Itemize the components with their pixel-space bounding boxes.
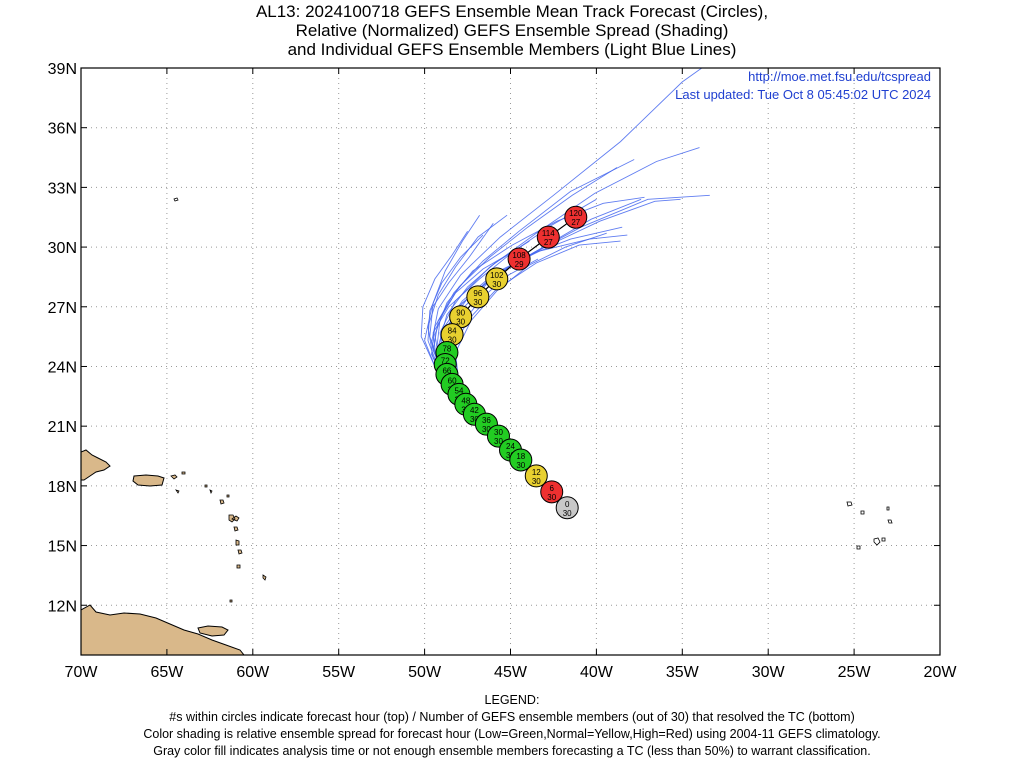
land-south-america [81,604,245,655]
forecast-hour-label: 60 [448,376,457,385]
forecast-hour-label: 90 [456,309,465,318]
forecast-hour-label: 18 [516,452,525,461]
mean-track-circle [536,225,560,249]
y-tick-label: 24N [48,359,77,376]
land-lesser-antilles [170,471,267,603]
forecast-hour-label: 84 [448,327,457,336]
x-tick-label: 50W [408,664,442,681]
member-count-label: 30 [563,509,572,518]
mean-track-circle [509,448,533,472]
mean-track-point-0: 030 [555,496,579,520]
y-tick-label: 15N [48,539,77,556]
member-count-label: 30 [473,298,482,307]
land-cape-verde-islands [846,501,893,550]
mean-track-circle [485,267,509,291]
x-tick-label: 60W [236,664,270,681]
y-tick-label: 21N [48,419,77,436]
legend-line-3: Gray color fill indicates analysis time … [153,744,871,758]
lat-lon-grid [81,68,940,655]
member-count-label: 30 [494,437,503,446]
member-count-label: 30 [516,461,525,470]
x-tick-label: 40W [580,664,614,681]
forecast-hour-label: 78 [442,345,451,354]
forecast-hour-label: 36 [482,416,491,425]
chart-title-line-1: AL13: 2024100718 GEFS Ensemble Mean Trac… [255,2,769,21]
member-count-label: 30 [448,336,457,345]
y-axis-ticks: 12N 15N 18N 21N 24N 27N 30N 33N 36N 39N [48,61,940,615]
member-count-label: 27 [571,218,580,227]
forecast-hour-label: 66 [442,366,451,375]
forecast-hour-label: 120 [569,209,583,218]
mean-track-circle [540,480,564,504]
y-tick-label: 36N [48,121,77,138]
forecast-hour-label: 0 [565,500,570,509]
member-count-label: 29 [515,260,524,269]
forecast-hour-label: 96 [473,289,482,298]
land-puerto-rico [132,474,165,487]
land-masses [81,197,893,655]
forecast-hour-label: 108 [512,251,526,260]
y-tick-label: 33N [48,180,77,197]
y-tick-label: 12N [48,598,77,615]
credit-updated: Last updated: Tue Oct 8 05:45:02 UTC 202… [675,87,931,102]
forecast-hour-label: 42 [470,406,479,415]
legend-heading: LEGEND: [484,693,540,707]
land-bermuda [173,197,179,202]
member-count-label: 27 [544,238,553,247]
x-tick-label: 25W [838,664,872,681]
x-tick-label: 55W [322,664,356,681]
mean-track-circle [466,285,490,309]
member-count-label: 30 [532,477,541,486]
x-tick-label: 65W [150,664,184,681]
forecast-hour-label: 24 [506,442,515,451]
forecast-hour-label: 54 [455,386,464,395]
x-axis-ticks: 70W 65W 60W 55W 50W 45W 40W 35W 30W 25W 20W [65,68,958,681]
forecast-hour-label: 30 [494,428,503,437]
credit-url[interactable]: http://moe.met.fsu.edu/tcspread [748,69,931,84]
mean-track-circle [564,205,588,229]
y-tick-label: 18N [48,479,77,496]
chart-title-line-3: and Individual GEFS Ensemble Members (Li… [287,40,737,59]
forecast-hour-label: 72 [441,356,450,365]
y-tick-label: 39N [48,61,77,78]
mean-track-circle [555,496,579,520]
x-tick-label: 45W [494,664,528,681]
mean-track-circle [524,464,548,488]
x-tick-label: 35W [666,664,700,681]
y-tick-label: 30N [48,240,77,257]
mean-track-circle [507,247,531,271]
legend-line-1: #s within circles indicate forecast hour… [169,710,855,724]
member-count-label: 30 [547,493,556,502]
forecast-hour-label: 114 [542,229,555,238]
land-greater-antilles [81,449,111,481]
x-tick-label: 20W [924,664,958,681]
x-tick-label: 70W [65,664,99,681]
x-tick-label: 30W [752,664,786,681]
y-tick-label: 27N [48,300,77,317]
forecast-hour-label: 6 [550,484,555,493]
chart-title-line-2: Relative (Normalized) GEFS Ensemble Spre… [295,21,729,40]
forecast-hour-label: 48 [461,396,470,405]
member-count-label: 30 [456,318,465,327]
land-trinidad [197,625,229,637]
plot-background [81,68,940,655]
legend-line-2: Color shading is relative ensemble sprea… [143,727,881,741]
member-count-label: 30 [492,280,501,289]
ensemble-mean-track-circles: 1202711427108291023096309030843078307230… [433,205,588,520]
member-count-label: 30 [470,415,479,424]
member-count-label: 30 [482,425,491,434]
mean-track-point-6: 630 [540,480,564,504]
forecast-hour-label: 102 [490,271,504,280]
forecast-hour-label: 12 [532,468,541,477]
